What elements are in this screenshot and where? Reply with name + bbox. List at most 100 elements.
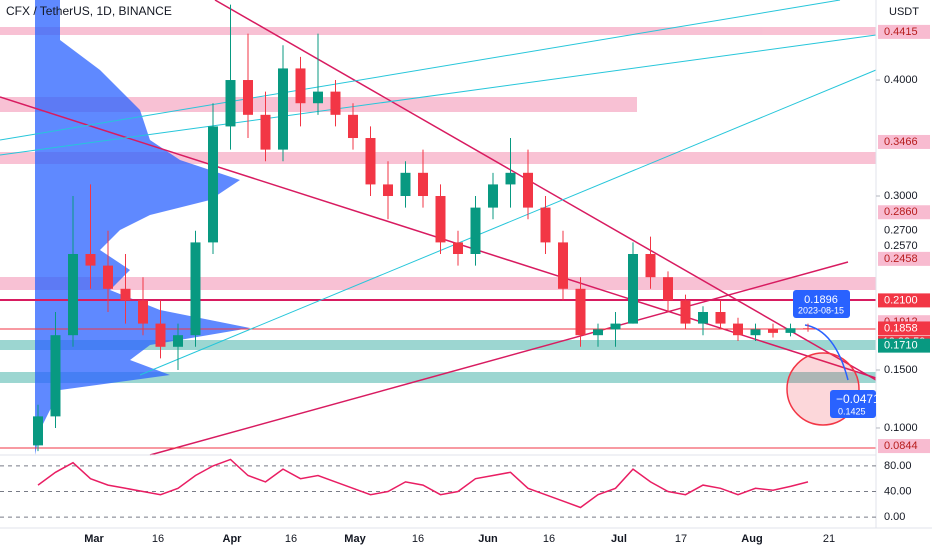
level-tag <box>878 205 930 220</box>
candle-body <box>295 68 306 104</box>
channel-line <box>0 34 877 156</box>
candle-body <box>33 416 43 446</box>
projection-arrow <box>804 324 849 381</box>
level-tag <box>878 238 930 253</box>
level-label: 0.2700 <box>884 225 918 237</box>
level-tag <box>878 338 930 353</box>
candle-body <box>348 114 358 139</box>
channel-line <box>0 0 841 141</box>
candle-body <box>680 300 691 324</box>
x-tick-label: 16 <box>285 533 297 545</box>
level-label: 0.0844 <box>884 440 918 452</box>
x-tick-label: 21 <box>823 533 835 545</box>
candle-body <box>523 172 533 208</box>
level-tag <box>878 321 930 336</box>
candle-body <box>50 335 61 417</box>
candle-body <box>715 311 726 324</box>
y-tick-label: 0.3000 <box>884 190 918 202</box>
x-tick-label: Mar <box>84 533 104 545</box>
channel-line <box>139 69 877 376</box>
trend-line <box>214 0 877 381</box>
callout-target: 0.1425 <box>838 406 866 416</box>
candle-body <box>418 172 428 197</box>
candle-body <box>803 328 813 330</box>
level-label: 0.1710 <box>884 340 918 352</box>
candle-body <box>540 207 551 243</box>
candle-body <box>628 254 638 324</box>
candle-body <box>173 335 183 347</box>
candle-body <box>85 254 96 266</box>
candle-body <box>313 91 323 104</box>
rsi-tick-label: 0.00 <box>884 511 905 523</box>
x-tick-label: Apr <box>223 533 243 545</box>
x-tick-label: 16 <box>543 533 555 545</box>
candle-body <box>663 277 673 301</box>
candle-body <box>400 172 411 197</box>
candle-body <box>785 328 796 333</box>
candle-body <box>103 265 113 289</box>
level-tag <box>878 24 930 39</box>
candle-body <box>750 329 761 336</box>
candle-body <box>208 126 218 243</box>
zone <box>0 27 876 35</box>
candle-body <box>155 323 166 347</box>
callout-change: −0.0471 <box>836 392 880 406</box>
level-label: 0.2458 <box>884 253 918 265</box>
candle-body <box>365 138 376 185</box>
callout-box <box>793 290 850 318</box>
level-label: 0.4415 <box>884 26 918 38</box>
candle-body <box>488 184 498 208</box>
candle-body <box>733 323 743 336</box>
candle-body <box>435 196 446 243</box>
candle-body <box>190 242 201 336</box>
level-tag <box>878 223 930 238</box>
candle-body <box>138 300 148 324</box>
candle-body <box>575 288 586 336</box>
x-tick-label: Aug <box>741 533 762 545</box>
rsi-tick-label: 80.00 <box>884 460 912 472</box>
y-tick-label: 0.1500 <box>884 364 918 376</box>
candle-body <box>243 80 253 115</box>
candle-body <box>278 68 288 150</box>
level-label: 0.1858 <box>884 322 918 334</box>
x-tick-label: Jun <box>478 533 498 545</box>
candle-body <box>120 288 131 301</box>
candle-body <box>698 311 708 324</box>
level-label: 0.2100 <box>884 294 918 306</box>
rsi-tick-label: 40.00 <box>884 485 912 497</box>
x-tick-label: 16 <box>152 533 164 545</box>
level-tag <box>878 439 930 454</box>
candle-body <box>505 172 516 185</box>
level-label: 0.2570 <box>884 240 918 252</box>
candle-body <box>330 91 341 115</box>
candles <box>33 4 813 452</box>
candle-body <box>260 114 271 150</box>
y-tick-label: 0.1000 <box>884 422 918 434</box>
callout-date: 2023-08-15 <box>798 305 844 315</box>
volume-profile <box>35 0 250 455</box>
chart-title: CFX / TetherUS, 1D, BINANCE <box>6 4 172 18</box>
level-tag <box>878 293 930 308</box>
x-tick-label: 17 <box>675 533 687 545</box>
zone <box>0 277 876 290</box>
change-box <box>830 390 876 418</box>
level-tag <box>878 251 930 266</box>
candle-body <box>383 184 393 197</box>
candle-body <box>453 242 463 255</box>
candle-body <box>558 242 568 289</box>
candle-body <box>610 323 621 330</box>
y-tick-label: 0.4000 <box>884 74 918 86</box>
candle-body <box>645 254 656 278</box>
candle-body <box>593 329 603 336</box>
candle-body <box>470 207 481 255</box>
candle-body <box>768 329 778 333</box>
candle-body <box>225 80 236 127</box>
zone <box>0 372 876 383</box>
x-tick-label: May <box>344 533 366 545</box>
rsi-line <box>37 458 809 509</box>
trend-line <box>149 261 849 456</box>
zone <box>0 340 876 350</box>
x-tick-label: 16 <box>412 533 424 545</box>
x-tick-label: Jul <box>611 533 627 545</box>
